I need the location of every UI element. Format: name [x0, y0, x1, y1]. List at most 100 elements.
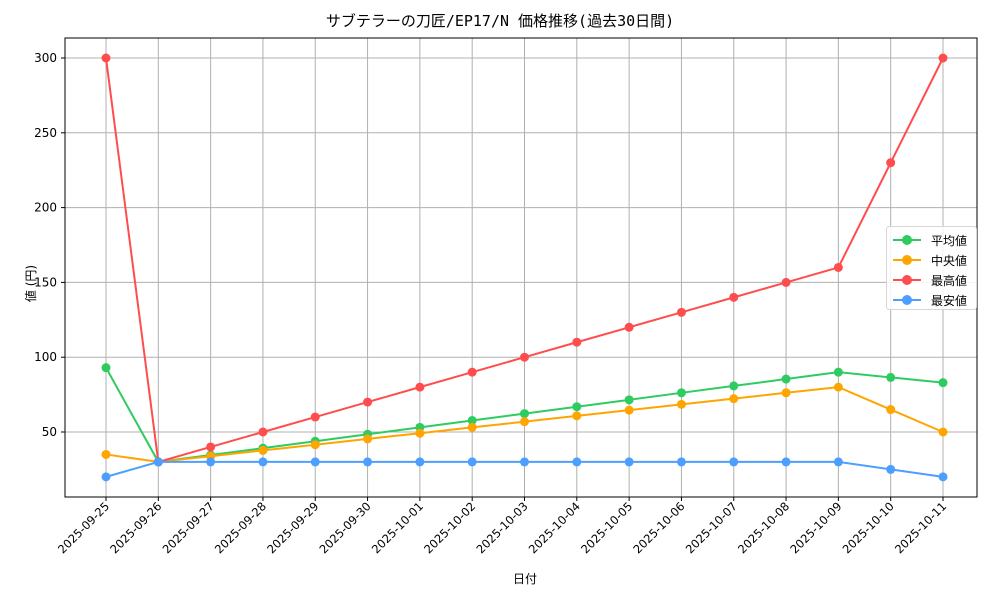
- data-point: [572, 402, 582, 412]
- x-tick-label: 2025-10-11: [892, 499, 949, 556]
- data-point: [101, 363, 111, 373]
- x-tick-label: 2025-10-03: [473, 499, 530, 556]
- y-axis-label: 値 (円): [24, 264, 39, 303]
- data-point: [415, 428, 425, 438]
- data-point: [624, 457, 634, 467]
- data-point: [729, 457, 739, 467]
- data-point: [781, 374, 791, 384]
- y-tick-label: 200: [34, 201, 57, 215]
- x-tick-label: 2025-09-25: [55, 499, 112, 556]
- legend-item-max: 最高値: [893, 270, 970, 290]
- data-point: [938, 378, 948, 388]
- data-point: [676, 399, 686, 409]
- legend-marker-icon: [893, 235, 921, 245]
- y-axis-ticks: 50 100 150 200 250 300: [34, 51, 65, 439]
- data-point: [833, 367, 843, 377]
- x-tick-label: 2025-10-10: [840, 499, 897, 556]
- legend-label: 中央値: [931, 253, 968, 268]
- data-point: [206, 457, 216, 467]
- series-line: [101, 363, 948, 467]
- x-axis-ticks: 2025-09-252025-09-262025-09-272025-09-28…: [55, 497, 949, 556]
- data-point: [467, 415, 477, 425]
- legend-item-average: 平均値: [893, 230, 970, 250]
- data-point: [363, 397, 373, 407]
- data-point: [310, 412, 320, 422]
- data-point: [258, 445, 268, 455]
- data-point: [520, 352, 529, 362]
- data-point: [363, 457, 373, 467]
- y-tick-label: 250: [34, 126, 57, 140]
- y-tick-label: 100: [34, 350, 57, 364]
- x-tick-label: 2025-10-05: [578, 499, 635, 556]
- data-point: [467, 457, 477, 467]
- data-point: [938, 53, 948, 63]
- data-point: [729, 292, 739, 302]
- x-axis-label: 日付: [512, 572, 537, 586]
- x-tick-label: 2025-10-01: [369, 499, 426, 556]
- data-point: [833, 262, 843, 272]
- data-point: [624, 322, 634, 332]
- data-point: [415, 382, 425, 392]
- legend-label: 最高値: [931, 273, 968, 288]
- x-tick-label: 2025-10-06: [630, 499, 687, 556]
- data-point: [886, 405, 896, 415]
- data-point: [101, 449, 111, 459]
- legend-item-median: 中央値: [893, 250, 970, 270]
- data-point: [101, 53, 111, 63]
- data-point: [729, 394, 739, 404]
- x-tick-label: 2025-09-29: [264, 499, 321, 556]
- data-point: [153, 457, 163, 467]
- data-point: [886, 464, 896, 474]
- data-point: [676, 307, 686, 317]
- data-point: [520, 457, 529, 467]
- plot-frame: [64, 37, 978, 498]
- x-tick-label: 2025-10-08: [735, 499, 792, 556]
- y-tick-label: 150: [34, 275, 57, 289]
- data-point: [520, 417, 529, 427]
- legend-label: 最安値: [931, 293, 968, 308]
- x-tick-label: 2025-10-02: [421, 499, 478, 556]
- data-point: [572, 337, 582, 347]
- data-point: [520, 409, 529, 419]
- data-point: [101, 472, 111, 482]
- data-point: [363, 434, 373, 444]
- data-series: [101, 53, 948, 482]
- data-point: [624, 405, 634, 415]
- y-tick-label: 50: [42, 425, 57, 439]
- data-point: [938, 472, 948, 482]
- series-line: [101, 457, 948, 482]
- chart-title: サブテラーの刀匠/EP17/N 価格推移(過去30日間): [325, 12, 675, 30]
- data-point: [624, 395, 634, 405]
- data-point: [572, 411, 582, 421]
- data-point: [467, 422, 477, 432]
- data-point: [833, 457, 843, 467]
- data-point: [258, 427, 268, 437]
- data-point: [781, 277, 791, 287]
- legend-item-min: 最安値: [893, 290, 970, 310]
- grid-lines: [65, 38, 977, 497]
- legend-marker-icon: [893, 275, 921, 285]
- data-point: [781, 457, 791, 467]
- data-point: [938, 427, 948, 437]
- x-tick-label: 2025-09-26: [107, 499, 164, 556]
- data-point: [415, 457, 425, 467]
- data-point: [310, 440, 320, 450]
- data-point: [310, 457, 320, 467]
- y-tick-label: 300: [34, 51, 57, 65]
- x-tick-label: 2025-09-30: [317, 499, 374, 556]
- x-tick-label: 2025-10-07: [683, 499, 740, 556]
- series-line: [101, 382, 948, 467]
- data-point: [886, 158, 896, 168]
- data-point: [572, 457, 582, 467]
- data-point: [258, 457, 268, 467]
- x-tick-label: 2025-09-27: [160, 499, 217, 556]
- series-line: [101, 53, 948, 467]
- legend-label: 平均値: [931, 233, 968, 248]
- x-tick-label: 2025-10-04: [526, 499, 583, 556]
- data-point: [676, 388, 686, 398]
- data-point: [467, 367, 477, 377]
- x-tick-label: 2025-09-28: [212, 499, 269, 556]
- x-tick-label: 2025-10-09: [787, 499, 844, 556]
- data-point: [676, 457, 686, 467]
